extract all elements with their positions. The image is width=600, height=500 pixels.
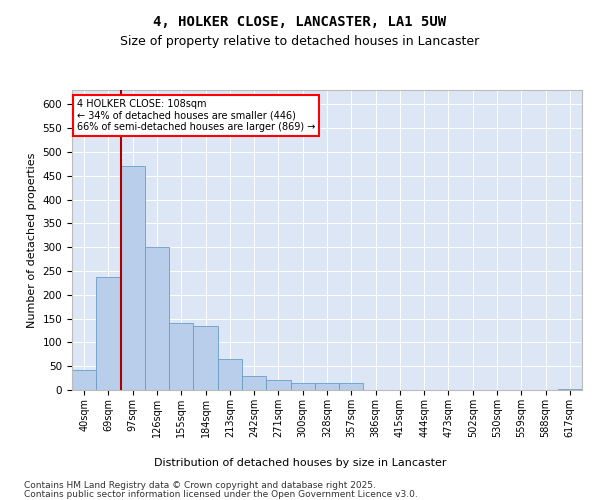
Bar	[193, 326, 218, 390]
Bar	[145, 247, 169, 390]
Bar	[339, 383, 364, 390]
Text: Contains public sector information licensed under the Open Government Licence v3: Contains public sector information licen…	[24, 490, 418, 499]
Bar	[290, 383, 315, 390]
Bar	[121, 166, 145, 390]
Text: Distribution of detached houses by size in Lancaster: Distribution of detached houses by size …	[154, 458, 446, 468]
Text: 4, HOLKER CLOSE, LANCASTER, LA1 5UW: 4, HOLKER CLOSE, LANCASTER, LA1 5UW	[154, 15, 446, 29]
Bar	[72, 370, 96, 390]
Bar	[266, 380, 290, 390]
Bar	[218, 359, 242, 390]
Text: 4 HOLKER CLOSE: 108sqm
← 34% of detached houses are smaller (446)
66% of semi-de: 4 HOLKER CLOSE: 108sqm ← 34% of detached…	[77, 99, 316, 132]
Bar	[96, 276, 121, 390]
Bar	[558, 389, 582, 390]
Text: Size of property relative to detached houses in Lancaster: Size of property relative to detached ho…	[121, 35, 479, 48]
Text: Contains HM Land Registry data © Crown copyright and database right 2025.: Contains HM Land Registry data © Crown c…	[24, 481, 376, 490]
Bar	[315, 383, 339, 390]
Bar	[242, 376, 266, 390]
Y-axis label: Number of detached properties: Number of detached properties	[27, 152, 37, 328]
Bar	[169, 324, 193, 390]
